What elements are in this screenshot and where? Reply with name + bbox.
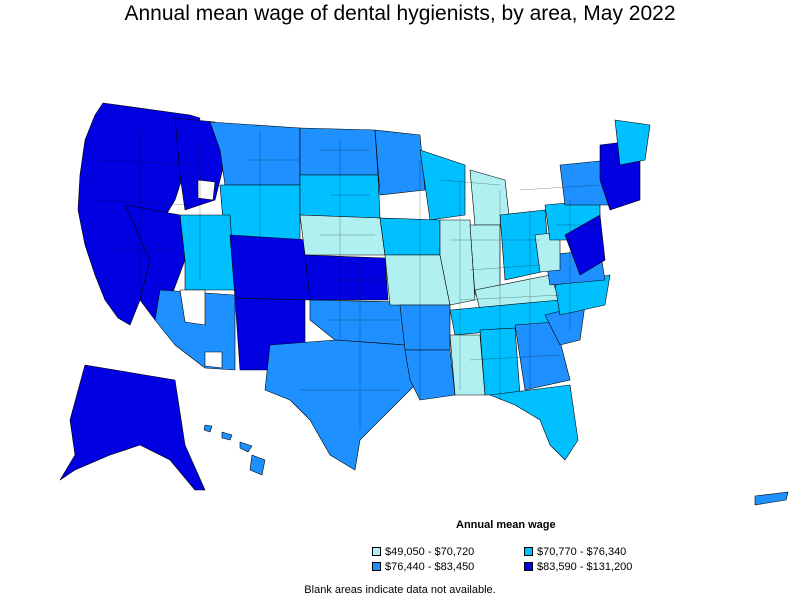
legend-label-level2: $70,770 - $76,340 — [537, 545, 627, 558]
legend-item-level1: $49,050 - $70,720 — [372, 545, 474, 558]
legend-item-level3: $76,440 - $83,450 — [372, 560, 474, 573]
region-montana — [209, 121, 301, 186]
legend-item-level2: $70,770 - $76,340 — [524, 545, 626, 558]
region-puerto-rico — [754, 491, 789, 506]
region-hawaii-3 — [239, 441, 253, 453]
region-hawaii-2 — [221, 431, 233, 441]
region-arizona — [154, 289, 236, 371]
legend-label-level3: $76,440 - $83,450 — [385, 560, 475, 573]
legend-swatch-level3 — [372, 562, 381, 571]
region-iowa — [379, 217, 441, 256]
region-missouri — [384, 254, 451, 306]
region-wisconsin — [419, 149, 466, 221]
region-colorado — [229, 234, 311, 301]
region-texas — [264, 339, 421, 471]
region-alaska — [59, 364, 206, 491]
legend-swatch-level4 — [524, 562, 533, 571]
region-blank-2 — [197, 179, 216, 201]
region-minnesota — [374, 129, 426, 196]
legend-title: Annual mean wage — [456, 519, 556, 531]
footnote: Blank areas indicate data not available. — [304, 584, 496, 596]
region-florida — [489, 384, 579, 461]
region-illinois — [439, 219, 476, 306]
legend-item-level4: $83,590 - $131,200 — [524, 560, 632, 573]
region-hawaii-4 — [249, 454, 266, 476]
region-louisiana — [404, 349, 456, 401]
region-mississippi — [449, 334, 486, 396]
legend-label-level4: $83,590 - $131,200 — [537, 560, 633, 573]
region-utah — [179, 214, 236, 291]
legend-swatch-level1 — [372, 547, 381, 556]
region-oklahoma — [309, 299, 406, 346]
legend-swatch-level2 — [524, 547, 533, 556]
region-blank-1 — [179, 289, 206, 326]
region-indiana — [469, 224, 501, 296]
region-kansas — [304, 254, 389, 301]
region-arkansas — [399, 304, 451, 351]
region-blank-3 — [204, 351, 223, 369]
legend-label-level1: $49,050 - $70,720 — [385, 545, 475, 558]
region-mid-atlantic — [564, 214, 606, 276]
region-maine — [614, 119, 651, 166]
map-title: Annual mean wage of dental hygienists, b… — [124, 2, 676, 25]
region-hawaii-1 — [203, 424, 213, 433]
region-north-dakota — [299, 127, 379, 176]
